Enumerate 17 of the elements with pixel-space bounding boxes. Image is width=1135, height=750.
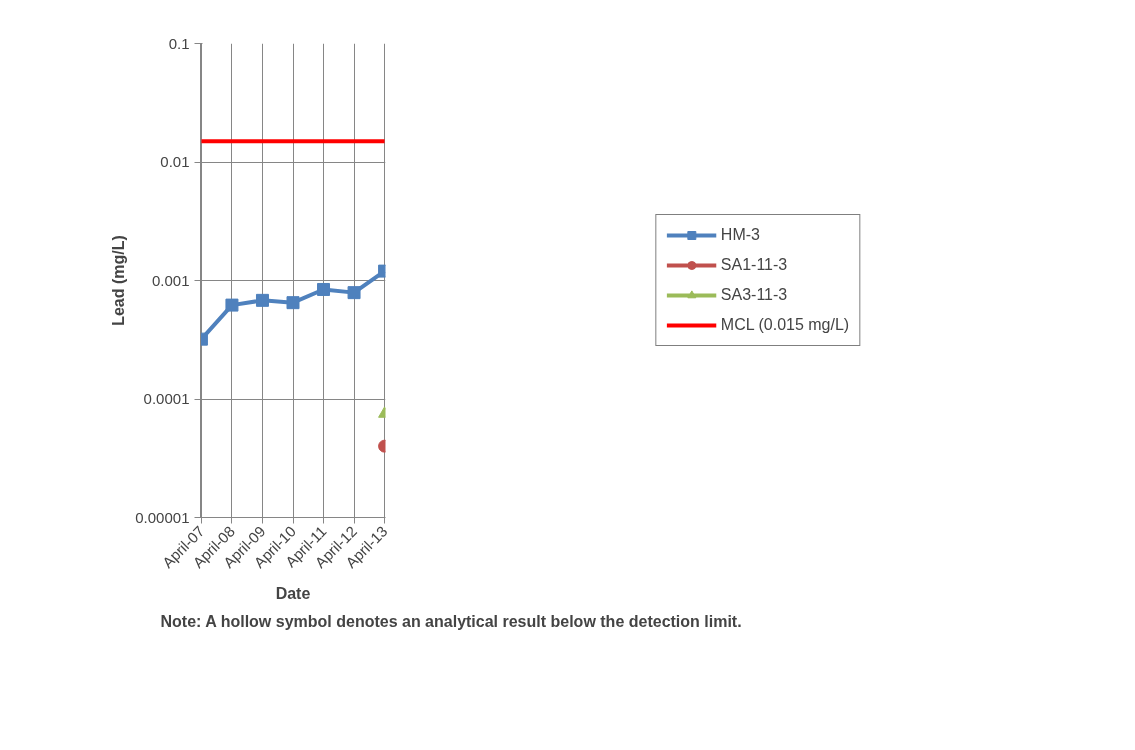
y-tick-label: 0.0001 <box>143 390 190 407</box>
text: Note: A hollow symbol denotes an analytical result below the detection limit. <box>160 612 742 630</box>
point <box>255 293 269 307</box>
point <box>347 286 361 300</box>
point <box>317 282 331 296</box>
point <box>286 296 300 310</box>
y-axis-title: Lead (mg/L) <box>110 235 128 326</box>
legend-label: SA3-11-3 <box>720 286 788 304</box>
point <box>225 298 239 312</box>
y-tick-label: 0.1 <box>168 34 190 52</box>
x-axis-title: Date <box>275 585 311 603</box>
y-tick-label: 0.00001 <box>135 508 190 526</box>
y-tick-label: 0.001 <box>151 271 190 289</box>
legend-label: SA1-11-3 <box>720 256 788 274</box>
legend-label: HM-3 <box>720 226 760 244</box>
y-tick-label: 0.01 <box>160 153 190 170</box>
legend-label: MCL (0.015 mg/L) <box>720 316 850 334</box>
